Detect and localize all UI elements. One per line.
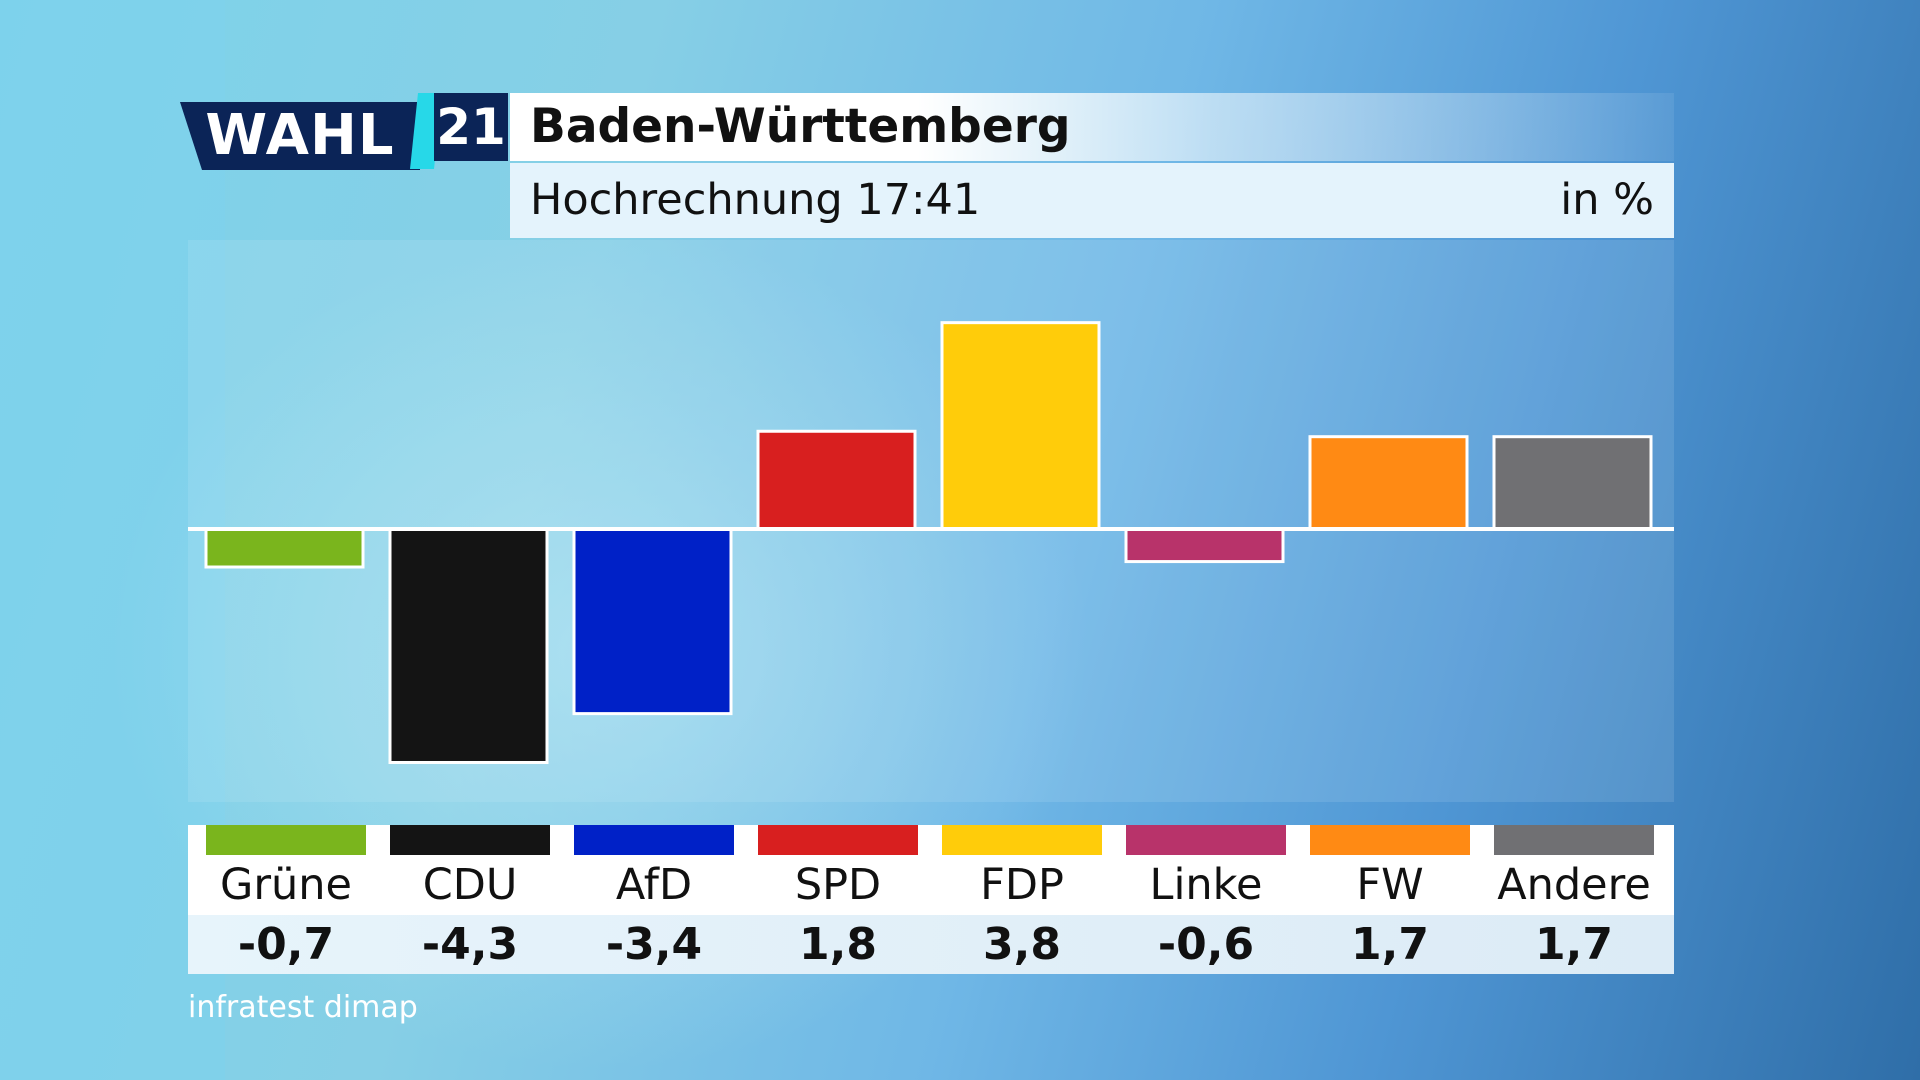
party-label: AfD [615, 860, 693, 910]
party-label: SPD [794, 860, 882, 910]
legend-table: Grüne -0,7 CDU -4,3 AfD -3,4 SPD 1,8 FDP 3,8 Linke… [188, 825, 1674, 974]
party-label: Grüne [220, 860, 352, 910]
subtitle-bar [510, 163, 1674, 238]
bar-cdu [388, 527, 549, 764]
value-label: 1,8 [799, 919, 877, 970]
party-label: FDP [980, 860, 1064, 910]
bar-andere [1492, 435, 1653, 531]
legend-swatch [1310, 825, 1470, 855]
wahl-logo-year: 21 [434, 93, 508, 161]
title-bar [510, 93, 1674, 161]
values-row-background [188, 915, 1674, 974]
legend-item-grüne: Grüne -0,7 [206, 825, 366, 974]
chart-header: WAHL 21 Baden-Württemberg Hochrechnung 1… [0, 0, 1920, 240]
legend-item-fdp: FDP 3,8 [942, 825, 1102, 974]
value-label: -0,6 [1157, 919, 1255, 970]
legend-swatch [206, 825, 366, 855]
legend-item-cdu: CDU -4,3 [390, 825, 550, 974]
bar-spd [756, 429, 917, 531]
legend-swatch [758, 825, 918, 855]
bar-fdp [940, 321, 1101, 531]
bar-linke [1124, 527, 1285, 564]
party-label: Andere [1497, 860, 1651, 910]
legend-swatch [574, 825, 734, 855]
legend-item-linke: Linke -0,6 [1126, 825, 1286, 974]
value-label: -0,7 [237, 919, 335, 970]
party-label: FW [1356, 860, 1424, 910]
party-label: CDU [422, 860, 518, 910]
chart-subtitle: Hochrechnung 17:41 [530, 175, 981, 225]
legend-swatch [942, 825, 1102, 855]
value-label: 1,7 [1535, 919, 1613, 970]
unit-label: in % [1560, 175, 1654, 225]
legend-item-afd: AfD -3,4 [574, 825, 734, 974]
value-label: -3,4 [605, 919, 703, 970]
legend-swatch [1494, 825, 1654, 855]
chart-title: Baden-Württemberg [530, 99, 1071, 154]
party-label: Linke [1149, 860, 1263, 910]
legend-item-spd: SPD 1,8 [758, 825, 918, 974]
legend-swatch [1126, 825, 1286, 855]
value-label: 3,8 [983, 919, 1061, 970]
legend-item-andere: Andere 1,7 [1494, 825, 1654, 974]
bar-afd [572, 527, 733, 716]
value-label: 1,7 [1351, 919, 1429, 970]
value-label: -4,3 [421, 919, 519, 970]
bar-fw [1308, 435, 1469, 531]
legend-swatch [390, 825, 550, 855]
bar-grüne [204, 527, 365, 569]
wahl-logo-word: WAHL [180, 102, 420, 170]
source-label: infratest dimap [188, 990, 418, 1025]
legend-item-fw: FW 1,7 [1310, 825, 1470, 974]
